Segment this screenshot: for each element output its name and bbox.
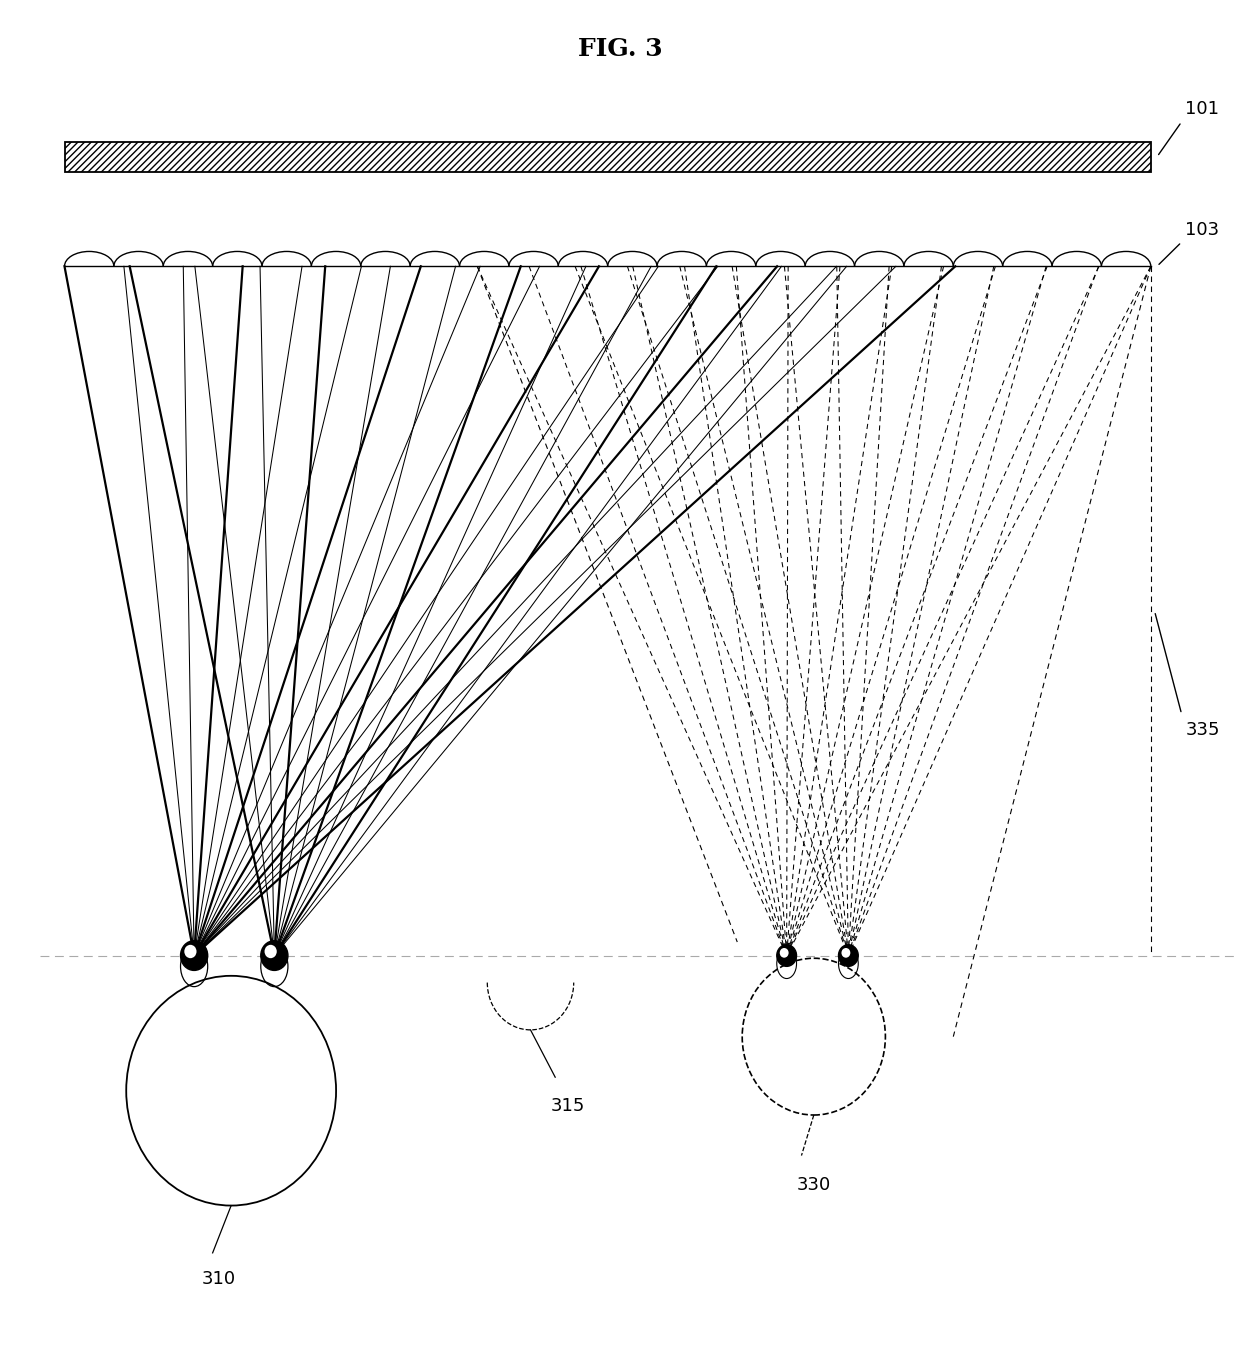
- Text: 310: 310: [202, 1270, 236, 1288]
- Circle shape: [776, 944, 796, 966]
- Text: 315: 315: [551, 1098, 585, 1115]
- Text: 335: 335: [1185, 721, 1220, 740]
- Bar: [64, 142, 1151, 172]
- Circle shape: [185, 944, 196, 958]
- Text: 330: 330: [796, 1175, 831, 1194]
- Text: 101: 101: [1185, 99, 1219, 118]
- Text: 103: 103: [1185, 221, 1219, 239]
- Circle shape: [838, 944, 858, 966]
- Circle shape: [260, 940, 288, 970]
- Circle shape: [842, 949, 851, 958]
- Circle shape: [264, 944, 277, 958]
- Text: FIG. 3: FIG. 3: [578, 37, 662, 61]
- Circle shape: [181, 940, 207, 970]
- Bar: [64, 142, 1151, 172]
- Circle shape: [780, 949, 789, 958]
